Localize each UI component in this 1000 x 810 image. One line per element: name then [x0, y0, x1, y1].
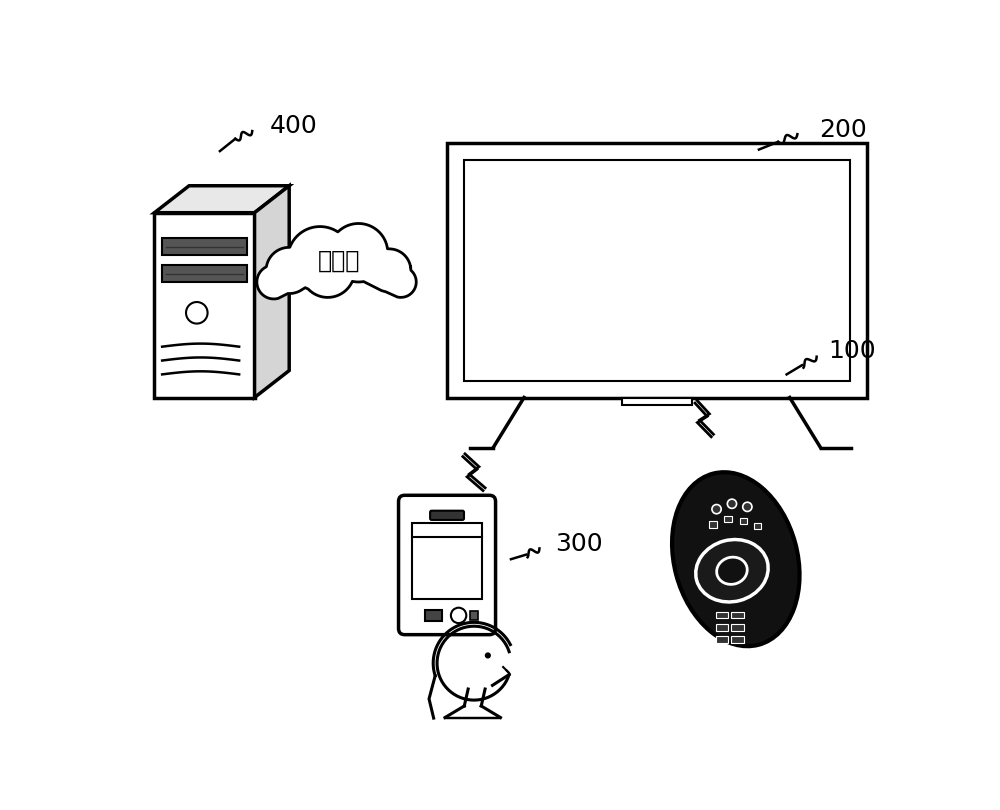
Circle shape: [186, 302, 208, 323]
Bar: [425, 610, 442, 620]
Ellipse shape: [696, 539, 768, 602]
Text: 200: 200: [819, 117, 867, 142]
Bar: [731, 624, 744, 631]
Bar: [724, 516, 732, 522]
Text: 100: 100: [828, 339, 876, 364]
Circle shape: [727, 499, 737, 509]
Bar: [709, 522, 717, 527]
Polygon shape: [255, 185, 289, 398]
Text: 300: 300: [555, 532, 602, 556]
Bar: [622, 398, 692, 405]
Bar: [731, 612, 744, 619]
FancyBboxPatch shape: [430, 510, 464, 520]
Circle shape: [743, 502, 752, 511]
Polygon shape: [154, 185, 289, 213]
Bar: [464, 160, 850, 381]
Bar: [162, 265, 247, 282]
Circle shape: [712, 505, 721, 514]
Bar: [716, 612, 728, 619]
Bar: [740, 518, 747, 524]
Bar: [162, 238, 247, 255]
Bar: [412, 523, 482, 599]
Circle shape: [485, 652, 491, 659]
Text: 互联网: 互联网: [318, 249, 360, 272]
Bar: [731, 636, 744, 643]
Ellipse shape: [717, 557, 747, 584]
Bar: [447, 143, 867, 398]
Bar: [716, 624, 728, 631]
Polygon shape: [154, 213, 255, 398]
Polygon shape: [257, 224, 416, 299]
Bar: [754, 523, 761, 529]
Text: 400: 400: [270, 114, 318, 139]
Circle shape: [451, 608, 466, 623]
Bar: [716, 636, 728, 643]
FancyBboxPatch shape: [399, 495, 496, 635]
Ellipse shape: [672, 472, 800, 646]
Bar: [470, 611, 478, 620]
